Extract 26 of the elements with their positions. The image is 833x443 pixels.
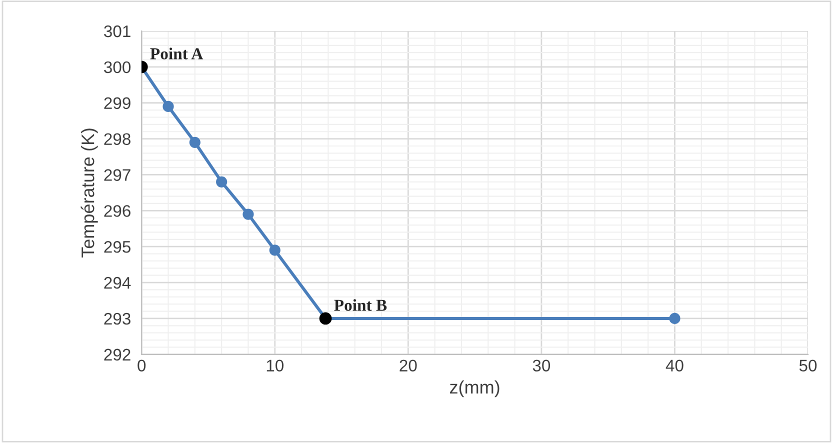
x-tick-label: 0 (138, 360, 146, 372)
x-tick-label: 40 (666, 360, 684, 372)
y-tick-label: 301 (104, 25, 130, 38)
y-tick-label: 293 (104, 312, 130, 325)
point (162, 100, 174, 112)
point (242, 208, 254, 220)
point (216, 176, 228, 188)
x-tick-label: 20 (400, 360, 417, 372)
annotation: Point B (334, 299, 387, 311)
x-tick-label: 30 (532, 360, 550, 372)
point (189, 136, 200, 148)
y-tick-label: 292 (104, 348, 130, 361)
y-tick-label: 299 (104, 97, 130, 110)
y-tick-label: 298 (104, 133, 130, 146)
x-tick-label: 50 (799, 360, 817, 372)
y-tick-label: 296 (104, 205, 130, 217)
x-axis-title: z(mm) (450, 380, 500, 398)
annotation: Point A (150, 48, 204, 60)
y-tick-label: 300 (104, 61, 131, 74)
y-axis-title: Température (K) (80, 128, 98, 258)
point (269, 244, 280, 256)
y-tick-label: 295 (104, 241, 130, 253)
y-tick-label: 294 (104, 276, 131, 289)
x-tick-label: 10 (266, 360, 284, 372)
point (669, 312, 680, 324)
y-tick-label: 297 (104, 169, 130, 181)
